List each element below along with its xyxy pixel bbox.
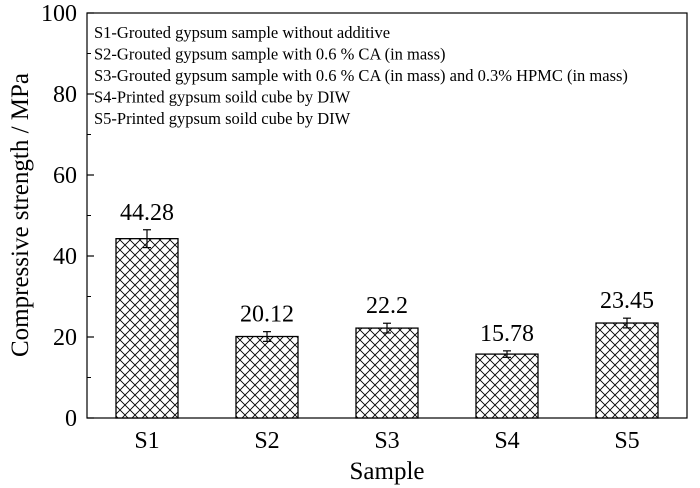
x-tick-label-S2: S2 xyxy=(254,428,279,454)
y-tick-label: 20 xyxy=(53,325,77,351)
annotation-legend: S1-Grouted gypsum sample without additiv… xyxy=(94,23,628,128)
data-label-S5: 23.45 xyxy=(600,288,654,314)
annotation-line: S3-Grouted gypsum sample with 0.6 % CA (… xyxy=(94,66,628,85)
x-tick-label-S5: S5 xyxy=(614,428,639,454)
bar-S3 xyxy=(355,327,419,419)
annotation-line: S2-Grouted gypsum sample with 0.6 % CA (… xyxy=(94,45,446,64)
y-tick-label: 0 xyxy=(65,406,77,432)
x-tick-label-S3: S3 xyxy=(374,428,399,454)
y-tick-label: 60 xyxy=(53,163,77,189)
x-tick-label-S4: S4 xyxy=(494,428,519,454)
bar-S2 xyxy=(235,335,299,419)
bars-group: 44.28 20.12 22.2 15.78 23.45 xyxy=(115,200,659,419)
x-tick-label-S1: S1 xyxy=(134,428,159,454)
bar-S1 xyxy=(115,238,179,419)
data-label-S1: 44.28 xyxy=(120,200,174,226)
y-tick-label: 40 xyxy=(53,244,77,270)
data-label-S3: 22.2 xyxy=(366,293,408,319)
annotation-line: S5-Printed gypsum soild cube by DIW xyxy=(94,109,351,128)
data-label-S4: 15.78 xyxy=(480,321,534,347)
y-axis: 0 20 40 60 80 100 xyxy=(41,1,94,432)
x-axis-title: Sample xyxy=(350,458,425,485)
annotation-line: S1-Grouted gypsum sample without additiv… xyxy=(94,23,390,42)
bar-S5 xyxy=(595,322,659,419)
bar-S4 xyxy=(475,353,539,419)
y-tick-label: 80 xyxy=(53,82,77,108)
y-tick-label: 100 xyxy=(41,1,77,27)
annotation-line: S4-Printed gypsum soild cube by DIW xyxy=(94,88,351,107)
y-axis-title: Compressive strength / MPa xyxy=(7,73,34,357)
data-label-S2: 20.12 xyxy=(240,302,294,328)
